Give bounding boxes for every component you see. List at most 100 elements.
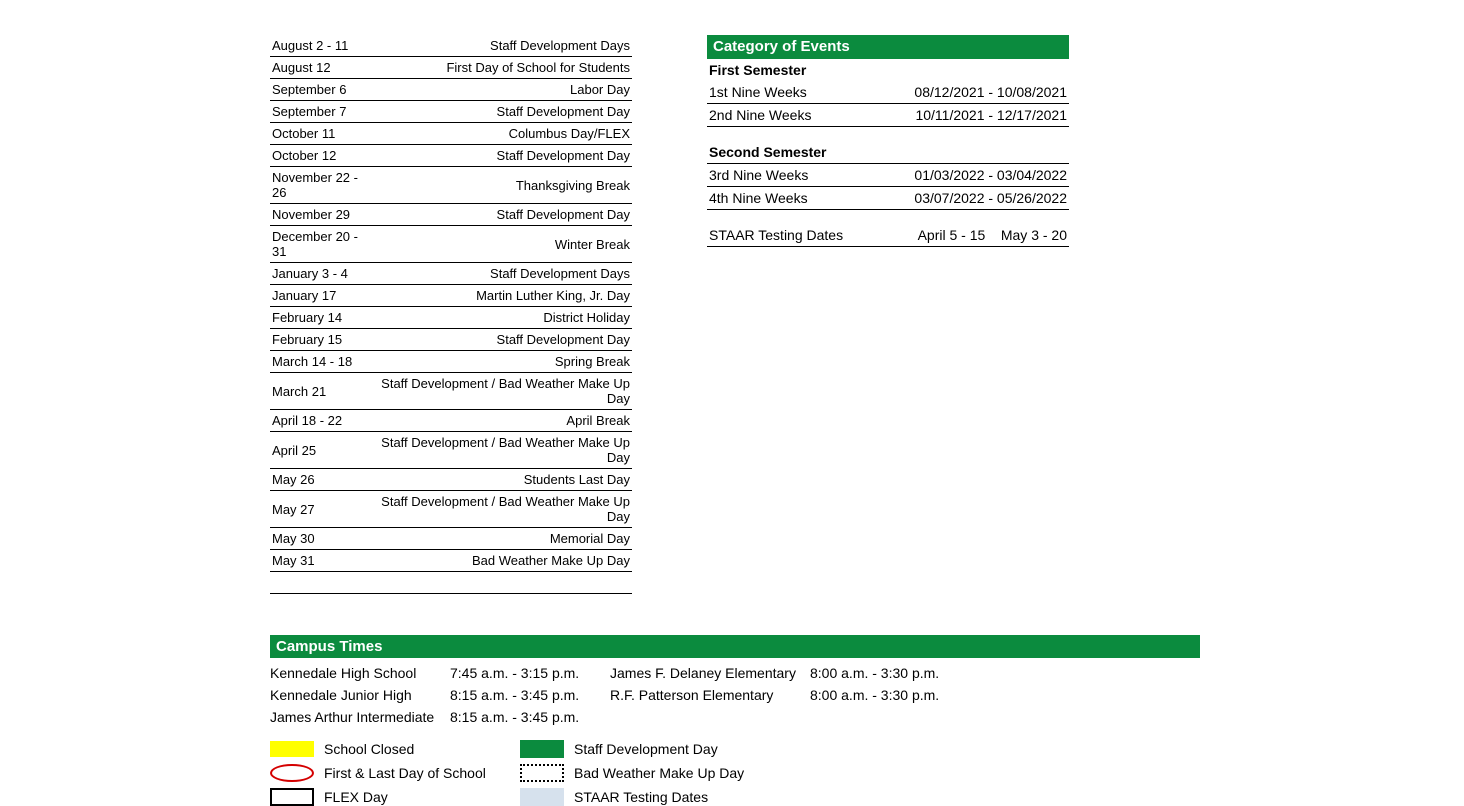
school-name: James Arthur Intermediate — [270, 708, 450, 726]
event-cell: April Break — [374, 410, 632, 432]
table-row: May 27Staff Development / Bad Weather Ma… — [270, 491, 632, 528]
flex-swatch-icon — [270, 788, 314, 806]
event-cell: Columbus Day/FLEX — [374, 123, 632, 145]
school-closed-swatch-icon — [270, 741, 314, 757]
date-cell: October 12 — [270, 145, 374, 167]
table-row: October 12Staff Development Day — [270, 145, 632, 167]
blank — [810, 708, 970, 726]
table-row: May 31Bad Weather Make Up Day — [270, 550, 632, 572]
date-cell: December 20 - 31 — [270, 226, 374, 263]
staar-swatch-icon — [520, 788, 564, 806]
school-name: R.F. Patterson Elementary — [610, 686, 810, 704]
campus-times-section: Campus Times Kennedale High School 7:45 … — [270, 635, 1200, 806]
legend-label: School Closed — [324, 741, 414, 757]
nine-weeks-label: 1st Nine Weeks — [709, 84, 807, 100]
legend-label: FLEX Day — [324, 789, 388, 805]
event-cell: Staff Development Day — [374, 329, 632, 351]
school-hours: 7:45 a.m. - 3:15 p.m. — [450, 664, 610, 682]
nine-weeks-range: 01/03/2022 - 03/04/2022 — [914, 167, 1067, 183]
category-title-bar: Category of Events — [707, 35, 1069, 59]
spacer — [707, 210, 1069, 224]
bad-weather-swatch-icon — [520, 764, 564, 782]
legend-label: First & Last Day of School — [324, 765, 486, 781]
school-name: Kennedale High School — [270, 664, 450, 682]
event-cell: Memorial Day — [374, 528, 632, 550]
legend-label: STAAR Testing Dates — [574, 789, 708, 805]
date-cell: November 22 - 26 — [270, 167, 374, 204]
semester1-header: First Semester — [707, 59, 1069, 81]
school-name: James F. Delaney Elementary — [610, 664, 810, 682]
event-cell: Staff Development Days — [374, 35, 632, 57]
table-row: May 26Students Last Day — [270, 469, 632, 491]
table-row: August 2 - 11Staff Development Days — [270, 35, 632, 57]
staar-range2: May 3 - 20 — [1001, 227, 1067, 243]
nine-weeks-range: 08/12/2021 - 10/08/2021 — [914, 84, 1067, 100]
page: August 2 - 11Staff Development DaysAugus… — [0, 0, 1464, 732]
date-cell: March 14 - 18 — [270, 351, 374, 373]
table-row: May 30Memorial Day — [270, 528, 632, 550]
school-hours: 8:15 a.m. - 3:45 p.m. — [450, 686, 610, 704]
event-cell: Bad Weather Make Up Day — [374, 550, 632, 572]
table-row: April 18 - 22April Break — [270, 410, 632, 432]
school-hours: 8:15 a.m. - 3:45 p.m. — [450, 708, 610, 726]
nine-weeks-row: 4th Nine Weeks 03/07/2022 - 05/26/2022 — [707, 187, 1069, 210]
event-cell: District Holiday — [374, 307, 632, 329]
date-cell: May 26 — [270, 469, 374, 491]
nine-weeks-label: 4th Nine Weeks — [709, 190, 808, 206]
date-cell: April 18 - 22 — [270, 410, 374, 432]
legend-item-school-closed: School Closed — [270, 740, 520, 758]
table-row: November 22 - 26Thanksgiving Break — [270, 167, 632, 204]
event-cell: Staff Development Day — [374, 145, 632, 167]
table-row: January 3 - 4Staff Development Days — [270, 263, 632, 285]
nine-weeks-label: 3rd Nine Weeks — [709, 167, 808, 183]
date-cell: May 30 — [270, 528, 374, 550]
legend-item-flex: FLEX Day — [270, 788, 520, 806]
legend-item-bad-weather: Bad Weather Make Up Day — [520, 764, 770, 782]
category-of-events: Category of Events First Semester 1st Ni… — [707, 35, 1069, 615]
table-row: September 7Staff Development Day — [270, 101, 632, 123]
staff-dev-swatch-icon — [520, 740, 564, 758]
school-hours: 8:00 a.m. - 3:30 p.m. — [810, 664, 970, 682]
nine-weeks-row: 2nd Nine Weeks 10/11/2021 - 12/17/2021 — [707, 104, 1069, 127]
date-cell: September 7 — [270, 101, 374, 123]
table-row: January 17Martin Luther King, Jr. Day — [270, 285, 632, 307]
school-name: Kennedale Junior High — [270, 686, 450, 704]
top-row: August 2 - 11Staff Development DaysAugus… — [270, 35, 1204, 615]
school-hours: 8:00 a.m. - 3:30 p.m. — [810, 686, 970, 704]
staar-label: STAAR Testing Dates — [709, 227, 843, 243]
event-cell: Staff Development Day — [374, 101, 632, 123]
date-cell: January 3 - 4 — [270, 263, 374, 285]
event-cell: Thanksgiving Break — [374, 167, 632, 204]
date-cell: November 29 — [270, 204, 374, 226]
date-cell: May 31 — [270, 550, 374, 572]
legend-item-first-last: First & Last Day of School — [270, 764, 520, 782]
event-cell: Spring Break — [374, 351, 632, 373]
date-cell: May 27 — [270, 491, 374, 528]
staar-range1: April 5 - 15 — [918, 227, 986, 243]
table-row: October 11Columbus Day/FLEX — [270, 123, 632, 145]
table-row: March 21Staff Development / Bad Weather … — [270, 373, 632, 410]
staar-ranges: April 5 - 15 May 3 - 20 — [918, 227, 1067, 243]
event-cell: Labor Day — [374, 79, 632, 101]
event-cell: Staff Development / Bad Weather Make Up … — [374, 373, 632, 410]
table-row: December 20 - 31Winter Break — [270, 226, 632, 263]
campus-times-grid: Kennedale High School 7:45 a.m. - 3:15 p… — [270, 664, 1200, 726]
spacer-row — [270, 572, 632, 594]
legend-label: Bad Weather Make Up Day — [574, 765, 744, 781]
date-cell: August 2 - 11 — [270, 35, 374, 57]
date-cell: August 12 — [270, 57, 374, 79]
event-cell: Students Last Day — [374, 469, 632, 491]
semester2-header-label: Second Semester — [709, 144, 827, 160]
table-row: March 14 - 18Spring Break — [270, 351, 632, 373]
event-cell: First Day of School for Students — [374, 57, 632, 79]
nine-weeks-range: 03/07/2022 - 05/26/2022 — [914, 190, 1067, 206]
nine-weeks-label: 2nd Nine Weeks — [709, 107, 811, 123]
date-cell: September 6 — [270, 79, 374, 101]
event-cell: Staff Development / Bad Weather Make Up … — [374, 432, 632, 469]
important-dates-table: August 2 - 11Staff Development DaysAugus… — [270, 35, 632, 615]
legend-label: Staff Development Day — [574, 741, 718, 757]
event-cell: Staff Development / Bad Weather Make Up … — [374, 491, 632, 528]
event-cell: Winter Break — [374, 226, 632, 263]
event-cell: Martin Luther King, Jr. Day — [374, 285, 632, 307]
table-row: February 14District Holiday — [270, 307, 632, 329]
